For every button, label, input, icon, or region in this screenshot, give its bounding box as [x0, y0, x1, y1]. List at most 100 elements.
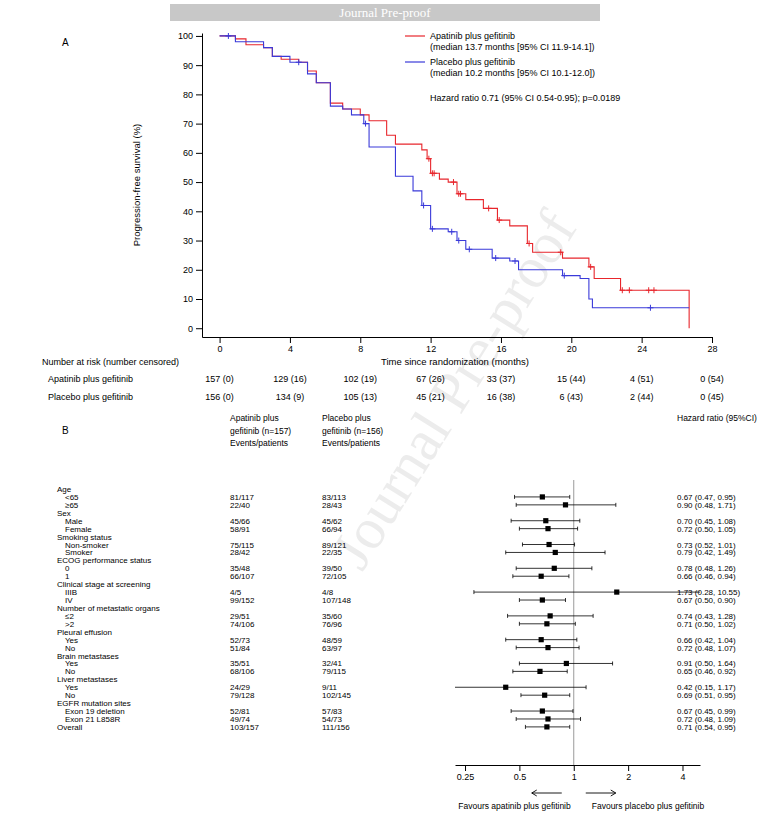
x-axis: 0481216202428	[203, 337, 718, 354]
risk-value: 134 (9)	[276, 392, 305, 402]
censor-mark	[651, 287, 657, 293]
hazard-ratio-marker	[544, 621, 549, 626]
y-tick-mark	[196, 270, 202, 271]
hr-label: 0.67 (0.50, 0.90)	[677, 596, 736, 605]
x-tick: 1	[572, 765, 577, 782]
censor-mark	[493, 255, 499, 261]
censor-mark	[450, 179, 456, 185]
x-tick: 16	[496, 337, 506, 354]
censor-mark	[421, 202, 427, 208]
risk-value: 129 (16)	[273, 374, 307, 384]
events-placebo: 76/96	[322, 620, 343, 629]
y-tick-mark	[196, 241, 202, 242]
events-apatinib: 74/106	[230, 620, 255, 629]
x-tick-mark	[465, 765, 466, 771]
x-tick-mark	[712, 337, 713, 343]
censor-mark	[363, 121, 369, 127]
y-tick: 0	[188, 324, 202, 334]
column-header: gefitinib (n=157)	[230, 426, 291, 436]
x-tick-label: 16	[496, 344, 506, 354]
y-tick: 70	[183, 119, 202, 129]
y-tick: 10	[183, 294, 202, 304]
panel-label: B	[62, 425, 69, 436]
x-tick: 4	[680, 765, 685, 782]
x-tick-mark	[431, 337, 432, 343]
y-axis-line	[202, 34, 203, 338]
censor-mark	[466, 246, 472, 252]
risk-value: 102 (19)	[344, 374, 378, 384]
x-tick-mark	[519, 765, 520, 771]
x-tick-label: 4	[680, 772, 685, 782]
censor-mark	[426, 156, 432, 162]
confidence-interval	[516, 566, 592, 570]
y-tick-mark	[196, 328, 202, 329]
events-apatinib: 79/128	[230, 691, 255, 700]
x-tick: 0.25	[457, 765, 475, 782]
y-tick: 60	[183, 148, 202, 158]
reference-line	[573, 480, 574, 765]
risk-row-label: Placebo plus gefitinib	[48, 392, 133, 402]
censor-mark	[647, 305, 653, 311]
censor-mark	[449, 229, 455, 235]
hr-label: 0.71 (0.50, 1.02)	[677, 620, 736, 629]
events-placebo: 66/94	[322, 525, 343, 534]
risk-value: 67 (26)	[416, 374, 445, 384]
confidence-interval	[521, 693, 570, 697]
y-tick: 100	[178, 31, 202, 41]
panel-label: A	[62, 37, 69, 48]
hr-label: 0.71 (0.54, 0.95)	[677, 723, 736, 732]
confidence-interval	[455, 685, 586, 689]
hazard-ratio-marker	[544, 724, 549, 729]
hazard-ratio-marker	[563, 502, 568, 507]
x-tick-mark	[501, 337, 502, 343]
x-tick: 8	[358, 337, 363, 354]
x-tick: 4	[288, 337, 293, 354]
hazard-ratio-marker	[540, 597, 545, 602]
x-axis-line	[456, 765, 701, 766]
hazard-ratio-marker	[553, 550, 558, 555]
legend-median: (median 13.7 months [95% CI 11.9-14.1])	[430, 42, 594, 52]
censor-mark	[458, 191, 464, 197]
x-tick: 24	[637, 337, 647, 354]
events-placebo: 79/115	[322, 667, 346, 676]
x-tick: 2	[626, 765, 631, 782]
x-tick-mark	[642, 337, 643, 343]
events-placebo: 72/105	[322, 572, 347, 581]
y-tick-mark	[196, 36, 202, 37]
confidence-interval	[506, 638, 577, 642]
x-tick-label: 12	[426, 344, 436, 354]
censor-mark	[619, 287, 625, 293]
column-header: Events/patients	[322, 438, 380, 448]
x-tick: 0	[218, 337, 223, 354]
column-header: Placebo plus	[322, 413, 371, 423]
hr-label: 0.90 (0.48, 1.71)	[677, 501, 736, 510]
events-apatinib: 103/157	[230, 723, 259, 732]
subgroup-heading: ECOG performance status	[57, 556, 151, 565]
hr-label: 0.65 (0.46, 0.92)	[677, 667, 736, 676]
y-tick-mark	[196, 299, 202, 300]
confidence-interval	[516, 646, 579, 650]
survival-curve	[220, 36, 690, 328]
column-header: Events/patients	[230, 438, 288, 448]
hazard-ratio-marker	[503, 685, 508, 690]
y-tick: 80	[183, 90, 202, 100]
censor-mark	[646, 287, 652, 293]
censor-mark	[558, 249, 564, 255]
legend-label: Placebo plus gefitinib	[430, 57, 515, 67]
x-tick-mark	[682, 765, 683, 771]
events-placebo: 22/35	[322, 548, 343, 557]
x-axis-title: Time since randomization (months)	[381, 356, 529, 367]
hazard-ratio-marker	[537, 669, 542, 674]
confidence-interval	[519, 527, 577, 531]
events-placebo: 28/43	[322, 501, 343, 510]
events-apatinib: 99/152	[230, 596, 255, 605]
y-tick-mark	[196, 153, 202, 154]
risk-value: 0 (54)	[700, 374, 724, 384]
events-apatinib: 68/106	[230, 667, 255, 676]
censor-mark	[496, 217, 502, 223]
y-tick: 30	[183, 236, 202, 246]
hr-label: 0.72 (0.50, 1.05)	[677, 525, 736, 534]
risk-value: 0 (45)	[700, 392, 724, 402]
y-axis: 0102030405060708090100	[178, 31, 203, 337]
column-header: gefitinib (n=156)	[322, 426, 383, 436]
